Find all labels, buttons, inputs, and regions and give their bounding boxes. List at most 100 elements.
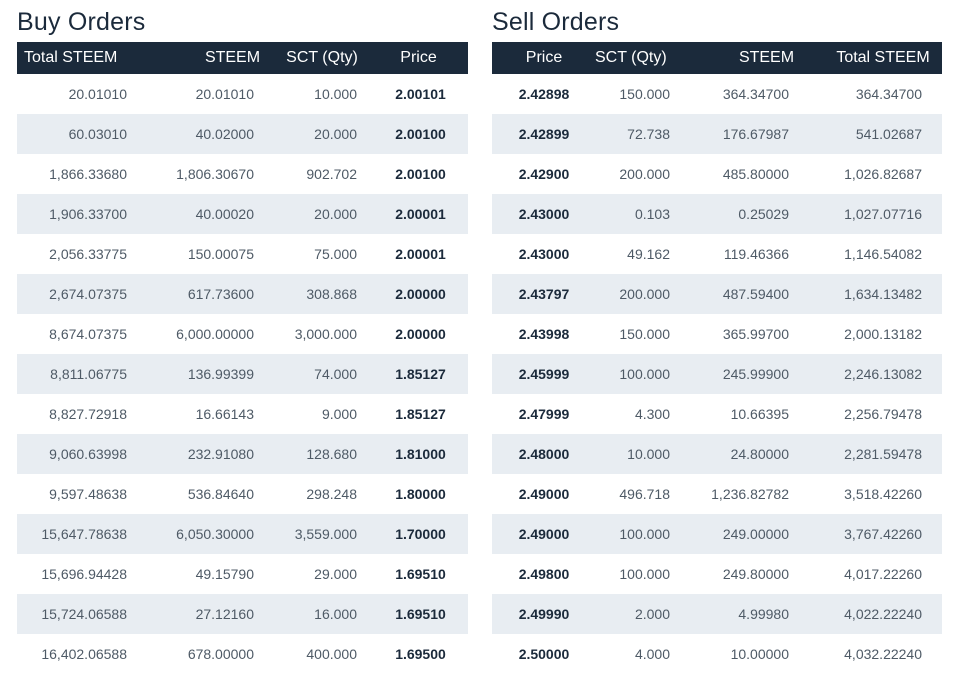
steem-cell: 232.91080 [187, 446, 254, 462]
buy-order-row[interactable]: 9,597.48638 536.84640 298.248 1.80000 [17, 474, 468, 514]
buy-order-row[interactable]: 8,674.07375 6,000.00000 3,000.000 2.00000 [17, 314, 468, 354]
sell-order-row[interactable]: 2.43998 150.000 365.99700 2,000.13182 [492, 314, 942, 354]
sct-qty-cell: 100.000 [619, 526, 670, 542]
steem-cell: 364.34700 [722, 86, 789, 102]
buy-order-row[interactable]: 15,696.94428 49.15790 29.000 1.69510 [17, 554, 468, 594]
buy-order-row[interactable]: 1,866.33680 1,806.30670 902.702 2.00100 [17, 154, 468, 194]
price-cell: 2.00001 [395, 206, 446, 222]
steem-cell: 365.99700 [722, 326, 789, 342]
sell-orders-panel: Sell Orders Price SCT (Qty) STEEM Total … [492, 0, 942, 674]
price-cell: 2.43998 [518, 326, 570, 342]
steem-cell: 249.80000 [722, 566, 789, 582]
total-steem-cell: 15,724.06588 [41, 606, 127, 622]
total-steem-cell: 15,696.94428 [41, 566, 127, 582]
total-steem-cell: 8,827.72918 [49, 406, 127, 422]
sct-qty-cell: 128.680 [306, 446, 357, 462]
steem-cell: 40.02000 [195, 126, 254, 142]
steem-cell: 24.80000 [730, 446, 789, 462]
steem-cell: 485.80000 [722, 166, 789, 182]
sct-qty-cell: 20.000 [314, 206, 357, 222]
column-header-total-steem: Total STEEM [836, 49, 930, 66]
sell-order-row[interactable]: 2.42900 200.000 485.80000 1,026.82687 [492, 154, 942, 194]
total-steem-cell: 2,256.79478 [844, 406, 922, 422]
sell-order-row[interactable]: 2.42899 72.738 176.67987 541.02687 [492, 114, 942, 154]
sct-qty-cell: 20.000 [314, 126, 357, 142]
sell-orders-table: Price SCT (Qty) STEEM Total STEEM 2.4289… [492, 42, 942, 674]
sell-order-row[interactable]: 2.47999 4.300 10.66395 2,256.79478 [492, 394, 942, 434]
buy-orders-header: Total STEEM STEEM SCT (Qty) Price [17, 42, 468, 74]
sct-qty-cell: 100.000 [619, 366, 670, 382]
sct-qty-cell: 200.000 [619, 286, 670, 302]
column-header-sct-qty: SCT (Qty) [595, 49, 667, 66]
buy-order-row[interactable]: 9,060.63998 232.91080 128.680 1.81000 [17, 434, 468, 474]
sct-qty-cell: 308.868 [306, 286, 357, 302]
sell-order-row[interactable]: 2.49990 2.000 4.99980 4,022.22240 [492, 594, 942, 634]
sell-order-row[interactable]: 2.43000 49.162 119.46366 1,146.54082 [492, 234, 942, 274]
sct-qty-cell: 496.718 [619, 486, 670, 502]
price-cell: 1.85127 [395, 366, 446, 382]
total-steem-cell: 4,032.22240 [844, 646, 922, 662]
total-steem-cell: 541.02687 [855, 126, 922, 142]
sell-order-row[interactable]: 2.43797 200.000 487.59400 1,634.13482 [492, 274, 942, 314]
sct-qty-cell: 4.000 [634, 646, 670, 662]
buy-order-row[interactable]: 60.03010 40.02000 20.000 2.00100 [17, 114, 468, 154]
sell-order-row[interactable]: 2.43000 0.103 0.25029 1,027.07716 [492, 194, 942, 234]
total-steem-cell: 8,811.06775 [50, 366, 127, 382]
steem-cell: 20.01010 [195, 86, 254, 102]
column-header-steem: STEEM [204, 49, 261, 66]
total-steem-cell: 8,674.07375 [49, 326, 127, 342]
buy-order-row[interactable]: 15,724.06588 27.12160 16.000 1.69510 [17, 594, 468, 634]
total-steem-cell: 15,647.78638 [41, 526, 127, 542]
price-cell: 2.47999 [518, 406, 570, 422]
buy-order-row[interactable]: 8,811.06775 136.99399 74.000 1.85127 [17, 354, 468, 394]
steem-cell: 49.15790 [195, 566, 254, 582]
sct-qty-cell: 3,000.000 [294, 326, 357, 342]
buy-order-row[interactable]: 16,402.06588 678.00000 400.000 1.69500 [17, 634, 468, 674]
sell-orders-header: Price SCT (Qty) STEEM Total STEEM [492, 42, 942, 74]
sct-qty-cell: 75.000 [314, 246, 357, 262]
buy-orders-title: Buy Orders [17, 8, 146, 36]
buy-order-row[interactable]: 15,647.78638 6,050.30000 3,559.000 1.70000 [17, 514, 468, 554]
total-steem-cell: 60.03010 [68, 126, 127, 142]
steem-cell: 119.46366 [723, 246, 789, 262]
sct-qty-cell: 9.000 [321, 406, 357, 422]
sell-order-row[interactable]: 2.42898 150.000 364.34700 364.34700 [492, 74, 942, 114]
sell-order-row[interactable]: 2.49000 100.000 249.00000 3,767.42260 [492, 514, 942, 554]
price-cell: 2.43797 [518, 286, 570, 302]
sct-qty-cell: 16.000 [314, 606, 357, 622]
sell-order-row[interactable]: 2.49800 100.000 249.80000 4,017.22260 [492, 554, 942, 594]
total-steem-cell: 3,767.42260 [844, 526, 922, 542]
sct-qty-cell: 10.000 [627, 446, 670, 462]
sct-qty-cell: 74.000 [314, 366, 357, 382]
buy-order-row[interactable]: 8,827.72918 16.66143 9.000 1.85127 [17, 394, 468, 434]
price-cell: 2.43000 [518, 206, 570, 222]
total-steem-cell: 1,026.82687 [844, 166, 922, 182]
steem-cell: 487.59400 [722, 286, 789, 302]
total-steem-cell: 3,518.42260 [844, 486, 922, 502]
price-cell: 2.42898 [518, 86, 570, 102]
price-cell: 1.81000 [395, 446, 446, 462]
sell-order-row[interactable]: 2.50000 4.000 10.00000 4,032.22240 [492, 634, 942, 674]
column-header-price: Price [400, 49, 437, 66]
column-header-sct-qty: SCT (Qty) [286, 49, 358, 66]
sct-qty-cell: 400.000 [306, 646, 357, 662]
buy-orders-body: 20.01010 20.01010 10.000 2.00101 60.03010 40.… [17, 74, 468, 674]
price-cell: 2.00001 [395, 246, 446, 262]
total-steem-cell: 1,866.33680 [49, 166, 127, 182]
price-cell: 2.49000 [518, 486, 570, 502]
price-cell: 2.00100 [395, 166, 446, 182]
steem-cell: 136.99399 [187, 366, 254, 382]
steem-cell: 6,050.30000 [176, 526, 254, 542]
buy-order-row[interactable]: 2,674.07375 617.73600 308.868 2.00000 [17, 274, 468, 314]
sct-qty-cell: 150.000 [619, 326, 670, 342]
buy-order-row[interactable]: 2,056.33775 150.00075 75.000 2.00001 [17, 234, 468, 274]
sell-order-row[interactable]: 2.48000 10.000 24.80000 2,281.59478 [492, 434, 942, 474]
total-steem-cell: 2,000.13182 [844, 326, 922, 342]
sct-qty-cell: 100.000 [619, 566, 670, 582]
price-cell: 2.50000 [518, 646, 570, 662]
buy-order-row[interactable]: 20.01010 20.01010 10.000 2.00101 [17, 74, 468, 114]
buy-order-row[interactable]: 1,906.33700 40.00020 20.000 2.00001 [17, 194, 468, 234]
sell-order-row[interactable]: 2.45999 100.000 245.99900 2,246.13082 [492, 354, 942, 394]
sell-order-row[interactable]: 2.49000 496.718 1,236.82782 3,518.42260 [492, 474, 942, 514]
price-cell: 2.00000 [395, 326, 446, 342]
